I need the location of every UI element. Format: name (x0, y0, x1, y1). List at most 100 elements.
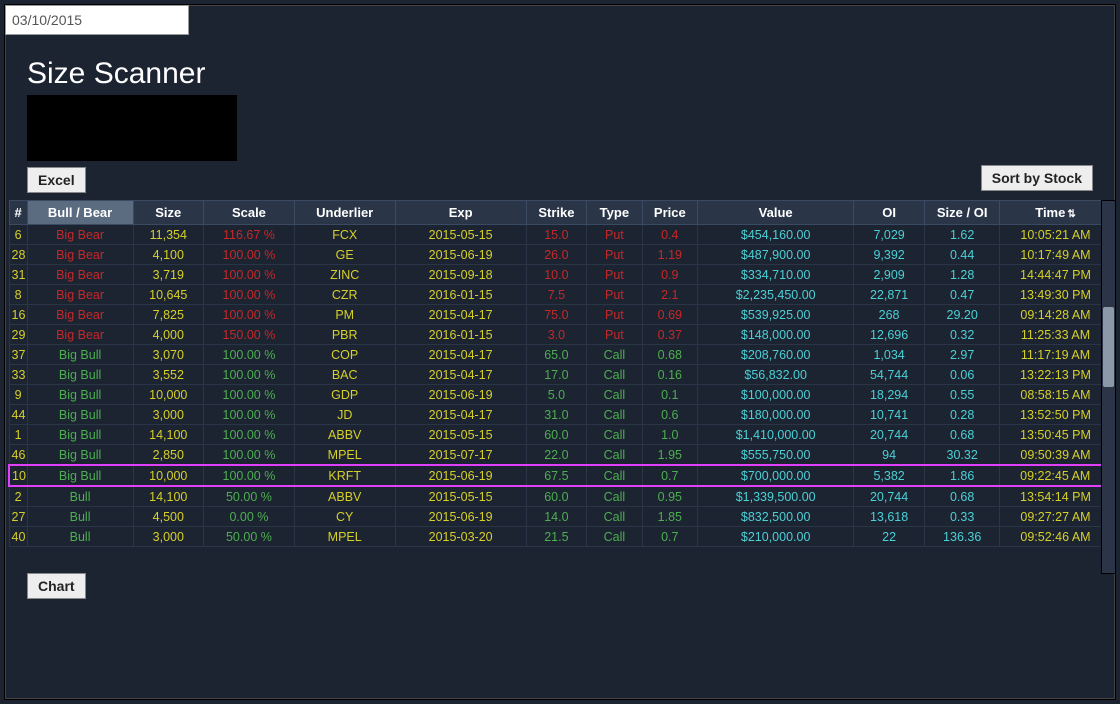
col-exp[interactable]: Exp (395, 201, 526, 225)
cell: 2015-04-17 (395, 365, 526, 385)
cell: Bull (27, 527, 133, 547)
cell: 0.68 (924, 425, 1000, 445)
cell: $334,710.00 (698, 265, 854, 285)
table-row[interactable]: 29Big Bear4,000150.00 %PBR2016-01-153.0P… (9, 325, 1111, 345)
table-row[interactable]: 28Big Bear4,100100.00 %GE2015-06-1926.0P… (9, 245, 1111, 265)
cell: 2015-05-15 (395, 225, 526, 245)
table-row[interactable]: 8Big Bear10,645100.00 %CZR2016-01-157.5P… (9, 285, 1111, 305)
table-row[interactable]: 33Big Bull3,552100.00 %BAC2015-04-1717.0… (9, 365, 1111, 385)
cell: 08:58:15 AM (1000, 385, 1111, 405)
cell: $148,000.00 (698, 325, 854, 345)
cell: Big Bear (27, 325, 133, 345)
table-row[interactable]: 31Big Bear3,719100.00 %ZINC2015-09-1810.… (9, 265, 1111, 285)
cell: PBR (294, 325, 395, 345)
cell: $56,832.00 (698, 365, 854, 385)
cell: Bull (27, 507, 133, 527)
cell: 2015-05-15 (395, 425, 526, 445)
cell: GDP (294, 385, 395, 405)
cell: 1.86 (924, 465, 1000, 486)
vertical-scrollbar[interactable] (1101, 200, 1116, 574)
cell: 0.55 (924, 385, 1000, 405)
page-title: Size Scanner (27, 57, 205, 91)
cell: 3,070 (133, 345, 204, 365)
table-row[interactable]: 1Big Bull14,100100.00 %ABBV2015-05-1560.… (9, 425, 1111, 445)
col-size[interactable]: Size (133, 201, 204, 225)
cell: $1,410,000.00 (698, 425, 854, 445)
cell: 1 (9, 425, 27, 445)
cell: Put (587, 305, 642, 325)
cell: CZR (294, 285, 395, 305)
cell: 0.95 (642, 486, 697, 507)
cell: 10:17:49 AM (1000, 245, 1111, 265)
col-oi[interactable]: OI (854, 201, 925, 225)
cell: 20,744 (854, 486, 925, 507)
cell: 100.00 % (204, 465, 295, 486)
cell: 9,392 (854, 245, 925, 265)
cell: 50.00 % (204, 486, 295, 507)
table-row[interactable]: 16Big Bear7,825100.00 %PM2015-04-1775.0P… (9, 305, 1111, 325)
excel-button[interactable]: Excel (27, 167, 86, 193)
cell: 7,029 (854, 225, 925, 245)
cell: Big Bear (27, 245, 133, 265)
cell: Big Bull (27, 405, 133, 425)
cell: 1.0 (642, 425, 697, 445)
col-bullbear[interactable]: Bull / Bear (27, 201, 133, 225)
cell: 0.44 (924, 245, 1000, 265)
cell: 44 (9, 405, 27, 425)
col-num[interactable]: # (9, 201, 27, 225)
scrollbar-thumb[interactable] (1103, 307, 1114, 387)
cell: 4,000 (133, 325, 204, 345)
sort-by-stock-button[interactable]: Sort by Stock (981, 165, 1093, 191)
cell: 2016-01-15 (395, 325, 526, 345)
cell: 0.00 % (204, 507, 295, 527)
cell: 2015-06-19 (395, 507, 526, 527)
cell: 2015-06-19 (395, 245, 526, 265)
table-row[interactable]: 10Big Bull10,000100.00 %KRFT2015-06-1967… (9, 465, 1111, 486)
table-row[interactable]: 40Bull3,00050.00 %MPEL2015-03-2021.5Call… (9, 527, 1111, 547)
table-row[interactable]: 6Big Bear11,354116.67 %FCX2015-05-1515.0… (9, 225, 1111, 245)
cell: 2015-03-20 (395, 527, 526, 547)
cell: 0.7 (642, 527, 697, 547)
col-type[interactable]: Type (587, 201, 642, 225)
cell: 100.00 % (204, 405, 295, 425)
col-sizeoi[interactable]: Size / OI (924, 201, 1000, 225)
cell: 0.28 (924, 405, 1000, 425)
cell: 116.67 % (204, 225, 295, 245)
chart-button[interactable]: Chart (27, 573, 86, 599)
cell: 1.95 (642, 445, 697, 466)
col-value[interactable]: Value (698, 201, 854, 225)
cell: 2.97 (924, 345, 1000, 365)
cell: 10.0 (526, 265, 586, 285)
table-row[interactable]: 44Big Bull3,000100.00 %JD2015-04-1731.0C… (9, 405, 1111, 425)
cell: 09:14:28 AM (1000, 305, 1111, 325)
table-row[interactable]: 2Bull14,10050.00 %ABBV2015-05-1560.0Call… (9, 486, 1111, 507)
table-row[interactable]: 46Big Bull2,850100.00 %MPEL2015-07-1722.… (9, 445, 1111, 466)
cell: 27 (9, 507, 27, 527)
cell: 6 (9, 225, 27, 245)
cell: 100.00 % (204, 445, 295, 466)
cell: 0.68 (642, 345, 697, 365)
table-row[interactable]: 37Big Bull3,070100.00 %COP2015-04-1765.0… (9, 345, 1111, 365)
col-price[interactable]: Price (642, 201, 697, 225)
cell: 13:54:14 PM (1000, 486, 1111, 507)
table-row[interactable]: 9Big Bull10,000100.00 %GDP2015-06-195.0C… (9, 385, 1111, 405)
cell: Big Bull (27, 385, 133, 405)
table-head: #Bull / BearSizeScaleUnderlierExpStrikeT… (9, 201, 1111, 225)
cell: 22.0 (526, 445, 586, 466)
cell: 37 (9, 345, 27, 365)
cell: 31.0 (526, 405, 586, 425)
cell: 0.33 (924, 507, 1000, 527)
cell: KRFT (294, 465, 395, 486)
cell: 31 (9, 265, 27, 285)
cell: Put (587, 225, 642, 245)
col-underlier[interactable]: Underlier (294, 201, 395, 225)
date-input[interactable] (5, 5, 189, 35)
cell: Call (587, 425, 642, 445)
cell: 29 (9, 325, 27, 345)
table-row[interactable]: 27Bull4,5000.00 %CY2015-06-1914.0Call1.8… (9, 507, 1111, 527)
col-strike[interactable]: Strike (526, 201, 586, 225)
col-scale[interactable]: Scale (204, 201, 295, 225)
cell: 0.32 (924, 325, 1000, 345)
col-time[interactable]: Time⇅ (1000, 201, 1111, 225)
cell: $2,235,450.00 (698, 285, 854, 305)
